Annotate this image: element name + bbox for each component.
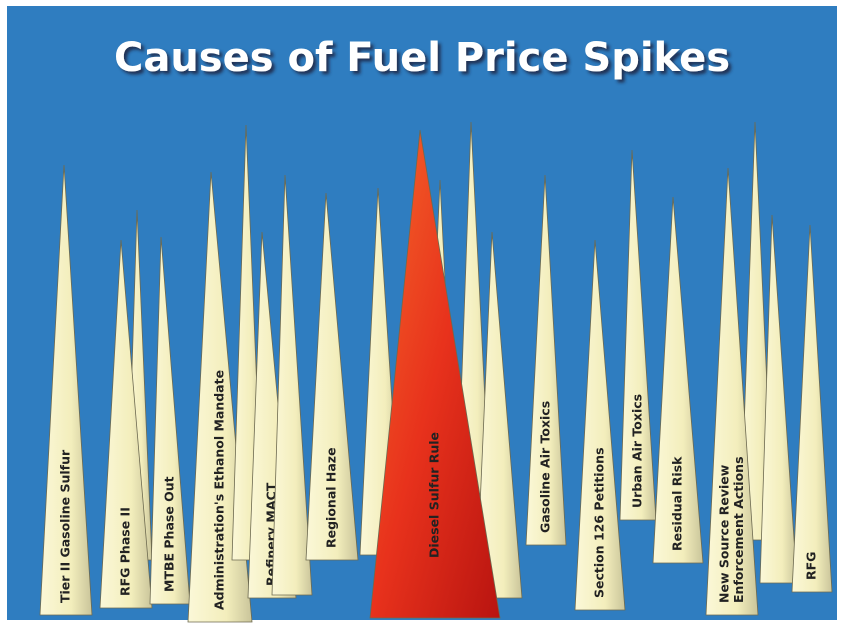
- spike-label: RFG Phase II: [118, 507, 133, 596]
- spike-label: Diesel Sulfur Rule: [427, 432, 442, 558]
- spike-label: Enforcement Actions: [731, 456, 746, 603]
- spike-label: Administration's Ethanol Mandate: [212, 370, 227, 610]
- spike-label: New Source Review: [716, 464, 731, 603]
- spike-label: Gasoline Air Toxics: [538, 401, 553, 533]
- poster: Causes of Fuel Price Spikes Tier II Gaso…: [0, 0, 844, 628]
- title: Causes of Fuel Price Spikes: [114, 35, 730, 81]
- spike-label: RFG: [804, 552, 819, 580]
- spike-label: Section 126 Petitions: [592, 447, 607, 598]
- spike-label: Residual Risk: [670, 456, 685, 551]
- spike-label: MTBE Phase Out: [162, 476, 177, 592]
- spike-label: Urban Air Toxics: [630, 394, 645, 508]
- spike-label: Tier II Gasoline Sulfur: [58, 449, 73, 603]
- spike-label: Regional Haze: [324, 447, 339, 548]
- page: Causes of Fuel Price Spikes Tier II Gaso…: [0, 0, 844, 628]
